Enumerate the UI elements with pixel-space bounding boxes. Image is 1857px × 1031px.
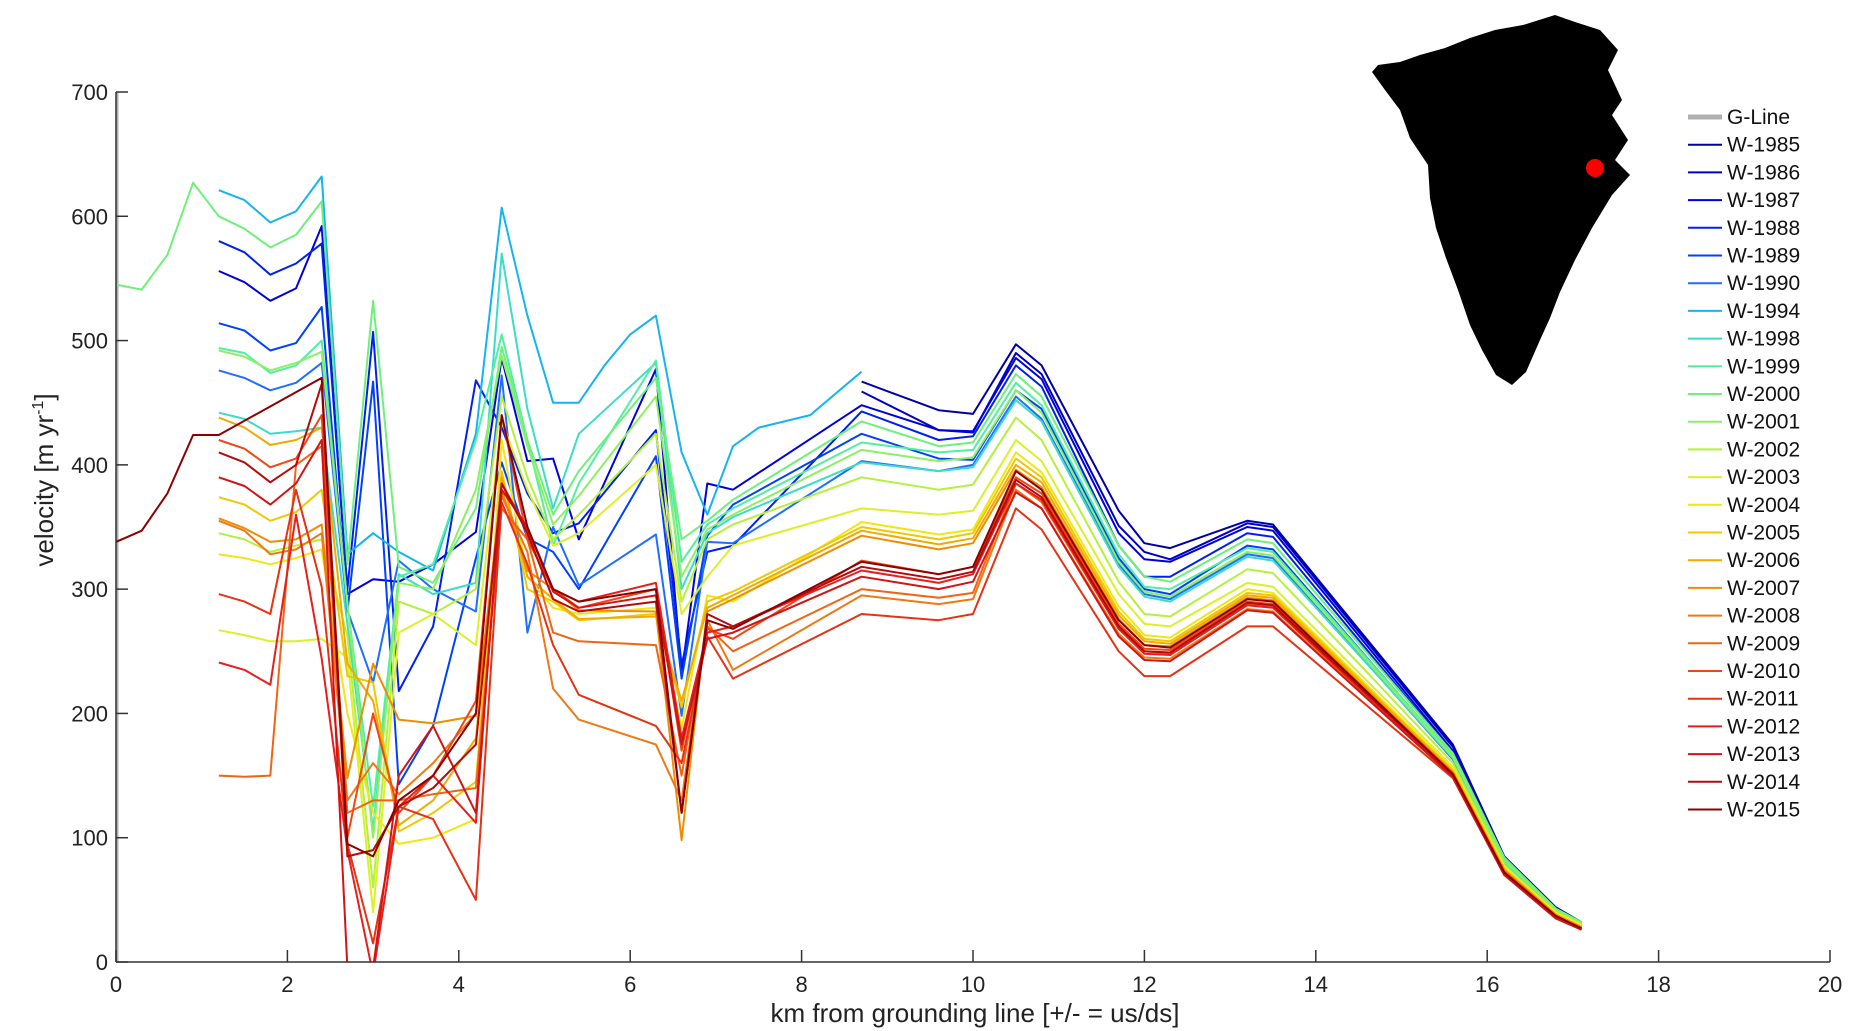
legend-label-w-2013: W-2013 — [1727, 743, 1800, 766]
x-tick-label: 6 — [624, 972, 636, 997]
y-axis-label-sup: -1 — [30, 401, 47, 415]
y-tick-label: 300 — [71, 577, 108, 602]
y-tick-label: 200 — [71, 701, 108, 726]
series-line-w-2009 — [218, 445, 1582, 930]
x-axis-label: km from grounding line [+/- = us/ds] — [771, 998, 1180, 1028]
series-line-w-2006 — [218, 416, 1582, 929]
legend-label-w-1990: W-1990 — [1727, 272, 1800, 295]
legend-label-w-1985: W-1985 — [1727, 134, 1800, 157]
location-marker — [1586, 159, 1604, 177]
legend-label-w-1986: W-1986 — [1727, 161, 1800, 184]
series-line-w-1998 — [218, 252, 1582, 926]
legend-label-w-1988: W-1988 — [1727, 217, 1800, 240]
plot-lines — [116, 92, 1583, 962]
legend-label-w-2012: W-2012 — [1727, 715, 1800, 738]
series-line-w-2003 — [218, 420, 1582, 926]
legend-label-w-2010: W-2010 — [1727, 660, 1800, 683]
x-tick-label: 8 — [795, 972, 807, 997]
legend-label-w-2000: W-2000 — [1727, 383, 1800, 406]
series-line-w-1994 — [218, 175, 863, 572]
y-tick-label: 600 — [71, 204, 108, 229]
series-line-w-2000 — [116, 181, 1582, 924]
series-line-w-1990 — [218, 361, 1582, 927]
legend-label-w-2006: W-2006 — [1727, 549, 1800, 572]
series-line-w-1985 — [861, 343, 1583, 924]
legend-label-w-2015: W-2015 — [1727, 799, 1800, 822]
series-line-w-2004 — [218, 439, 1582, 927]
legend-label-w-1998: W-1998 — [1727, 328, 1800, 351]
y-tick-label: 400 — [71, 453, 108, 478]
legend-label-g-line: G-Line — [1727, 106, 1790, 129]
greenland-map-icon — [1372, 15, 1630, 385]
legend-label-w-1999: W-1999 — [1727, 355, 1800, 378]
x-tick-label: 20 — [1818, 972, 1842, 997]
series-line-w-2007 — [218, 468, 1582, 929]
y-tick-label: 0 — [96, 950, 108, 975]
y-axis-label: velocity [m yr-1] — [29, 393, 59, 566]
series-line-w-2015 — [116, 376, 1582, 930]
y-tick-label: 500 — [71, 329, 108, 354]
legend-label-w-2007: W-2007 — [1727, 577, 1800, 600]
legend-label-w-2014: W-2014 — [1727, 771, 1800, 794]
legend: G-Line W-1985 W-1986 W-1987 W-1988 W-1989 W-19… — [1688, 106, 1800, 822]
series-line-w-2011 — [218, 488, 1582, 945]
x-tick-label: 18 — [1646, 972, 1670, 997]
legend-label-w-2003: W-2003 — [1727, 466, 1800, 489]
series-line-w-2012 — [218, 482, 1582, 962]
series-line-w-1987 — [218, 225, 1583, 926]
series-line-w-2001 — [218, 349, 1582, 925]
legend-label-w-1994: W-1994 — [1727, 300, 1800, 323]
y-tick-label: 100 — [71, 826, 108, 851]
y-tick-label: 700 — [71, 80, 108, 105]
legend-label-w-2004: W-2004 — [1727, 494, 1800, 517]
x-tick-label: 4 — [453, 972, 465, 997]
series-line-w-2008 — [218, 488, 1582, 930]
x-tick-label: 14 — [1304, 972, 1328, 997]
x-tick-label: 10 — [961, 972, 985, 997]
legend-label-w-2001: W-2001 — [1727, 411, 1800, 434]
series-line-w-1999 — [218, 333, 1582, 925]
y-axis-label-main: velocity [m yr — [29, 415, 59, 567]
series-line-w-2002 — [218, 395, 1582, 926]
greenland-map-inset — [1372, 15, 1630, 385]
legend-label-w-2011: W-2011 — [1727, 688, 1799, 711]
y-axis-label-end: ] — [29, 393, 59, 400]
legend-label-w-2005: W-2005 — [1727, 522, 1800, 545]
legend-label-w-2009: W-2009 — [1727, 632, 1800, 655]
series-line-w-1986 — [861, 352, 1583, 925]
legend-label-w-2008: W-2008 — [1727, 605, 1800, 628]
series-line-w-1989 — [218, 306, 1582, 927]
x-tick-label: 2 — [281, 972, 293, 997]
legend-label-w-2002: W-2002 — [1727, 438, 1800, 461]
legend-label-w-1989: W-1989 — [1727, 245, 1800, 268]
series-line-w-2013 — [218, 439, 1582, 962]
x-tick-label: 16 — [1475, 972, 1499, 997]
x-tick-label: 12 — [1132, 972, 1156, 997]
legend-label-w-1987: W-1987 — [1727, 189, 1800, 212]
x-tick-label: 0 — [110, 972, 122, 997]
